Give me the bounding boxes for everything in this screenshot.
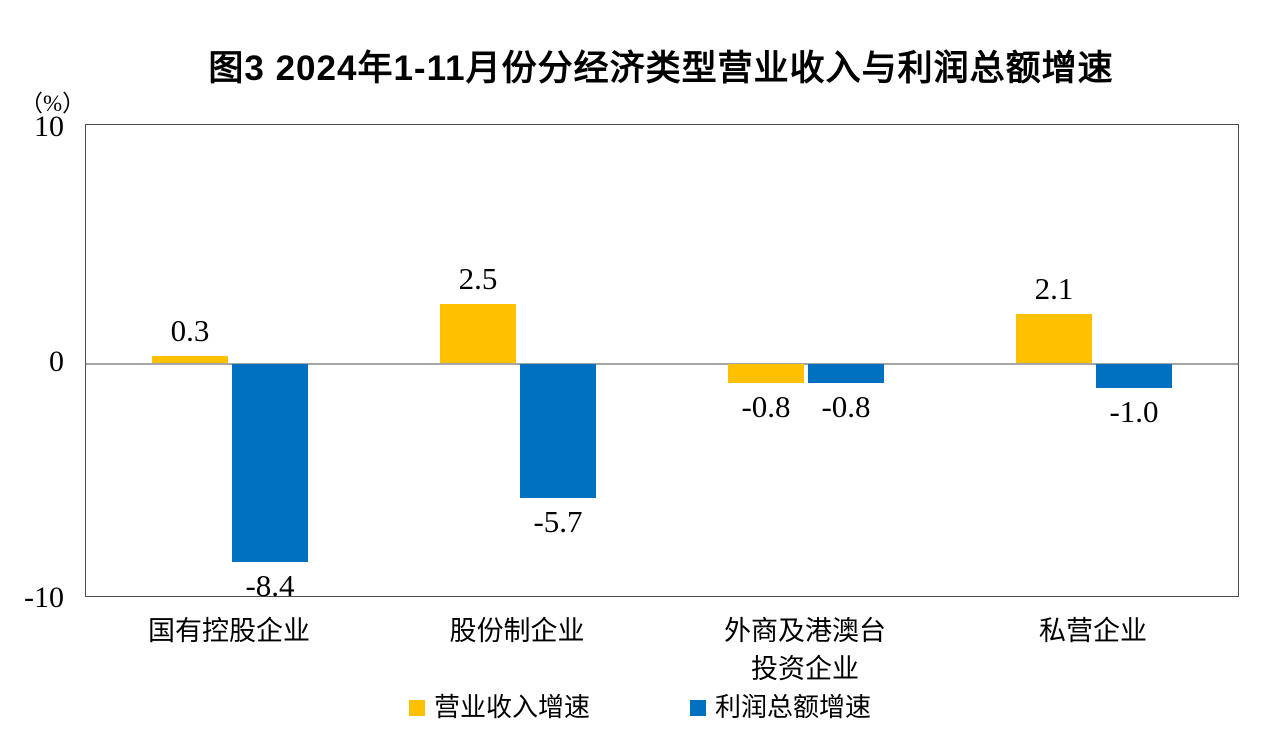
zero-gridline xyxy=(86,363,1238,365)
bar-revenue-3 xyxy=(1016,313,1092,363)
bar-revenue-2 xyxy=(728,364,804,383)
legend-item-profit: 利润总额增速 xyxy=(690,694,871,722)
legend-swatch-revenue xyxy=(408,700,425,716)
y-axis-tick-0: 0 xyxy=(49,345,64,378)
value-label-profit-0: -8.4 xyxy=(245,567,295,603)
plot-area: 0.3 -8.4 2.5 -5.7 -0.8 -0.8 2.1 -1.0 xyxy=(85,124,1239,602)
value-label-revenue-0: 0.3 xyxy=(170,312,210,348)
bar-profit-3 xyxy=(1096,364,1172,388)
value-label-profit-2: -0.8 xyxy=(821,388,871,424)
y-axis-tick--10: -10 xyxy=(24,580,64,614)
x-axis-label-2: 外商及港澳台 投资企业 xyxy=(724,616,886,684)
value-label-revenue-3: 2.1 xyxy=(1034,270,1074,306)
x-axis-label-3: 私营企业 xyxy=(1039,616,1147,646)
legend-swatch-profit xyxy=(690,700,706,716)
bar-profit-0 xyxy=(232,364,308,562)
legend-item-revenue: 营业收入增速 xyxy=(408,693,590,722)
x-axis-label-0: 国有控股企业 xyxy=(148,616,310,646)
bar-profit-2 xyxy=(808,364,884,383)
bar-revenue-0 xyxy=(152,355,228,363)
y-axis-tick-10: 10 xyxy=(34,109,64,143)
value-label-revenue-1: 2.5 xyxy=(458,261,498,297)
chart-title: 图3 2024年1-11月份分经济类型营业收入与利润总额增速 xyxy=(208,49,1114,88)
bar-profit-1 xyxy=(520,364,596,499)
value-label-profit-1: -5.7 xyxy=(533,504,583,540)
legend-label-revenue: 营业收入增速 xyxy=(433,693,590,722)
legend-label-profit: 利润总额增速 xyxy=(715,693,872,722)
legend: 营业收入增速 利润总额增速 xyxy=(0,694,1280,722)
x-axis-label-1: 股份制企业 xyxy=(449,616,585,646)
bar-revenue-1 xyxy=(440,304,516,363)
value-label-profit-3: -1.0 xyxy=(1109,393,1159,429)
value-label-revenue-2: -0.8 xyxy=(741,388,791,424)
y-axis-unit-label: （%） xyxy=(20,91,86,116)
